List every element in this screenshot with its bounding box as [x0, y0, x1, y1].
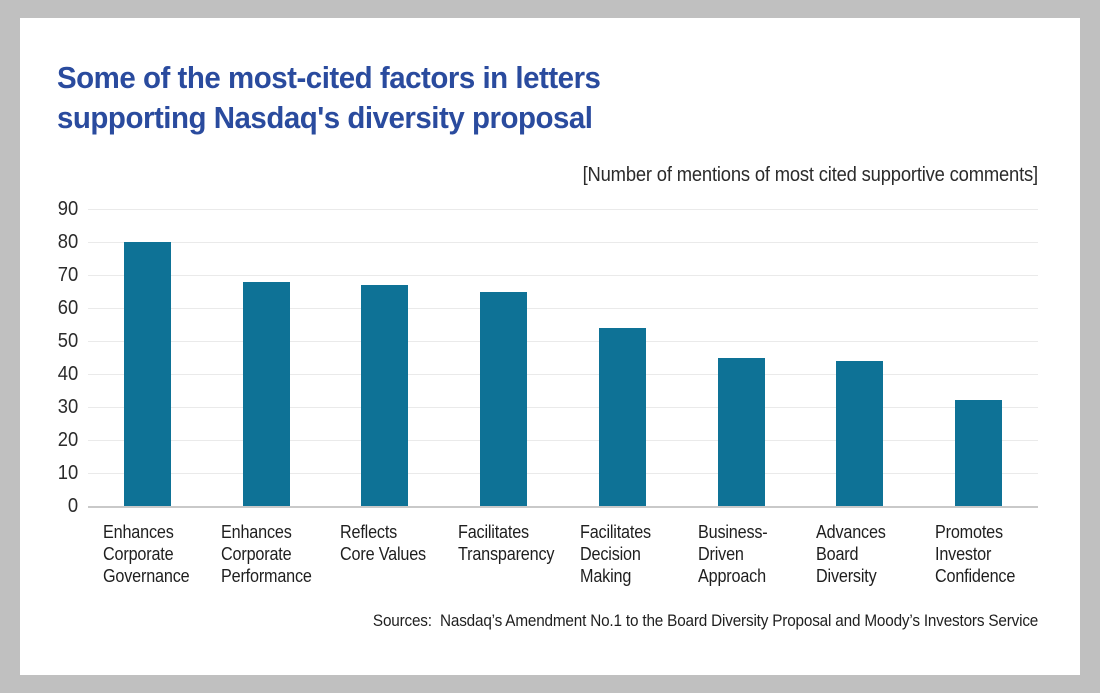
- gridline: [88, 374, 1038, 375]
- x-axis-label-text: Business- Driven Approach: [698, 522, 768, 586]
- chart-title-line1: Some of the most-cited factors in letter…: [57, 60, 601, 95]
- y-tick-label: 70: [57, 263, 78, 286]
- chart-title-line2: supporting Nasdaq's diversity proposal: [57, 100, 593, 135]
- x-axis-label-text: Enhances Corporate Governance: [103, 522, 190, 586]
- sources-note: Sources: Nasdaq’s Amendment No.1 to the …: [372, 611, 1038, 630]
- x-axis-label: Enhances Corporate Performance: [206, 521, 324, 587]
- x-axis-label-text: Facilitates Decision Making: [579, 522, 651, 586]
- x-axis-label-text: Promotes Investor Confidence: [934, 522, 1015, 586]
- bar-slot: [682, 209, 801, 506]
- bar-series: [88, 209, 1038, 506]
- gridline: [88, 308, 1038, 309]
- y-tick-label: 90: [57, 198, 78, 220]
- bar-slot: [444, 209, 563, 506]
- x-axis-label: Reflects Core Values: [325, 521, 443, 587]
- y-tick-label: 60: [57, 296, 78, 319]
- x-axis-label-text: Reflects Core Values: [339, 522, 426, 564]
- x-axis-label: Promotes Investor Confidence: [920, 521, 1038, 587]
- bar: [242, 281, 290, 506]
- y-tick-label: 50: [57, 329, 78, 352]
- x-axis-label-text: Enhances Corporate Performance: [221, 522, 313, 586]
- x-axis-label-text: Advances Board Diversity: [816, 522, 887, 586]
- y-tick-label: 0: [67, 495, 78, 517]
- y-tick-label: 20: [57, 429, 78, 451]
- y-tick-label: 80: [57, 230, 78, 253]
- bar-slot: [207, 209, 326, 506]
- gridline: [88, 340, 1038, 342]
- chart-title: Some of the most-cited factors in letter…: [57, 58, 601, 138]
- chart-panel: Some of the most-cited factors in letter…: [20, 18, 1080, 675]
- plot-area: [88, 209, 1038, 508]
- gridline: [88, 472, 1038, 474]
- y-tick-label: 10: [57, 461, 78, 484]
- x-axis-label: Facilitates Transparency: [443, 521, 565, 587]
- bar: [480, 291, 528, 506]
- gridline: [88, 274, 1038, 276]
- bar: [836, 360, 884, 506]
- y-tick-label: 40: [57, 363, 78, 385]
- y-axis-labels: 0 10 20 30 40 50 60 70 80 90: [20, 198, 78, 517]
- bar: [955, 400, 1003, 506]
- gridline: [88, 209, 1038, 210]
- bar-slot: [919, 209, 1038, 506]
- x-axis-label: Business- Driven Approach: [683, 521, 801, 587]
- y-tick-label: 30: [57, 395, 78, 418]
- bar: [123, 242, 171, 506]
- bar-slot: [326, 209, 445, 506]
- bar-slot: [563, 209, 682, 506]
- x-axis-labels: Enhances Corporate Governance Enhances Co…: [88, 521, 1038, 587]
- bar-slot: [801, 209, 920, 506]
- x-axis-label: Facilitates Decision Making: [565, 521, 683, 587]
- gridline: [88, 241, 1038, 243]
- x-axis-label-text: Facilitates Transparency: [457, 522, 555, 564]
- x-axis-label: Advances Board Diversity: [801, 521, 919, 587]
- gridline: [88, 440, 1038, 441]
- bar: [717, 357, 765, 506]
- bar-slot: [88, 209, 207, 506]
- bar: [361, 284, 409, 506]
- chart-subtitle: [Number of mentions of most cited suppor…: [582, 164, 1039, 186]
- bar: [598, 327, 646, 506]
- x-axis-label: Enhances Corporate Governance: [88, 521, 206, 587]
- gridline: [88, 407, 1038, 408]
